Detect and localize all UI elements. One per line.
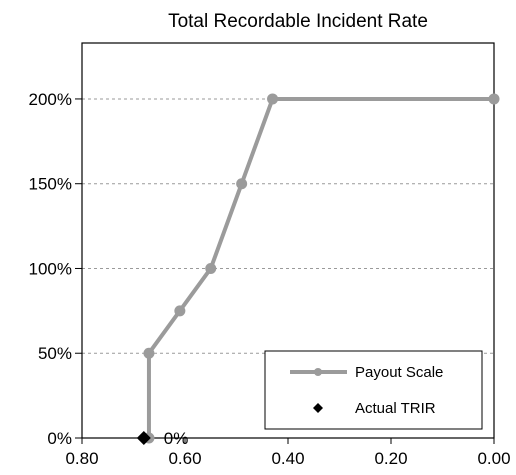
y-ticks: 0% 50% 100% 150% 200% (29, 90, 82, 448)
payout-scale-point (205, 262, 217, 274)
grid (82, 98, 494, 354)
legend-actual-label: Actual TRIR (355, 400, 436, 417)
legend: Payout Scale Actual TRIR (264, 350, 483, 430)
x-ticks: 0.80 0.60 0.40 0.20 0.00 (65, 438, 511, 468)
x-tick-label: 0.60 (168, 449, 201, 468)
x-tick-label: 0.00 (477, 449, 510, 468)
payout-scale-point (174, 305, 186, 317)
y-tick-label: 0% (47, 429, 72, 448)
x-tick-label: 0.80 (65, 449, 98, 468)
payout-scale-point (236, 178, 248, 190)
legend-actual-marker (313, 403, 323, 413)
x-tick-label: 0.20 (374, 449, 407, 468)
legend-payout-label: Payout Scale (355, 364, 443, 381)
y-tick-label: 200% (29, 90, 72, 109)
x-tick-label: 0.40 (271, 449, 304, 468)
annotation-layer: 0% (164, 429, 189, 448)
y-tick-label: 100% (29, 259, 72, 278)
legend-box (264, 350, 483, 430)
legend-payout-marker (314, 368, 322, 376)
actual-trir-point (136, 431, 151, 445)
payout-scale-point (488, 93, 500, 105)
actual-trir-annotation: 0% (164, 429, 189, 448)
y-tick-label: 150% (29, 175, 72, 194)
series-layer (136, 93, 500, 445)
chart-title: Total Recordable Incident Rate (168, 11, 428, 32)
payout-scale-point (267, 93, 279, 105)
payout-scale-point (143, 347, 155, 359)
y-tick-label: 50% (38, 344, 72, 363)
